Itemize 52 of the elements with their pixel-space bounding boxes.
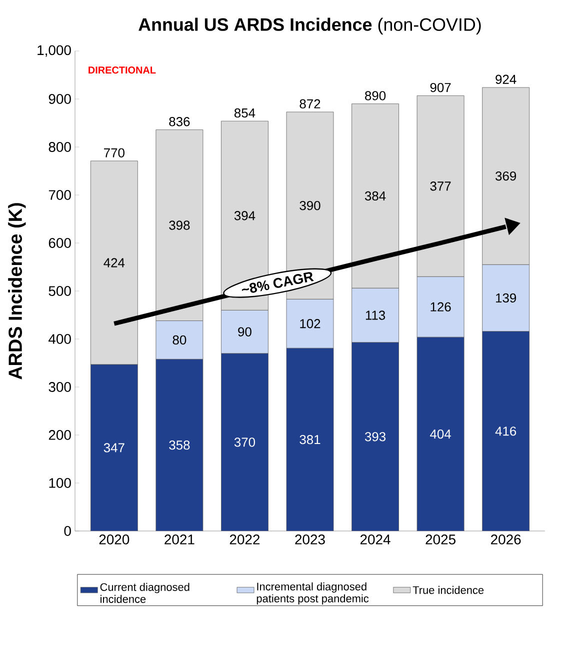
annotation: ~8% CAGR	[242, 272, 314, 293]
y-tick-label: 400	[48, 334, 71, 344]
y-axis-title: ARDS Incidence (K)	[8, 203, 26, 380]
legend-label: True incidence	[412, 586, 484, 594]
data-label: 102	[300, 319, 320, 328]
data-label: 370	[234, 438, 256, 447]
y-tick-label: 600	[48, 238, 71, 248]
x-tick-label: 2020	[99, 534, 130, 544]
y-tick-label: 100	[49, 478, 71, 488]
data-label: 90	[238, 327, 252, 336]
total-label: 770	[104, 148, 124, 158]
x-tick-label: 2021	[164, 534, 194, 544]
data-label: 358	[169, 440, 190, 450]
total-label: 872	[300, 99, 320, 108]
data-label: 384	[364, 191, 386, 201]
y-tick-label: 200	[48, 430, 71, 440]
data-label: 398	[169, 220, 190, 230]
total-label: 907	[430, 82, 451, 92]
chart-title: Annual US ARDS Incidence (non-COVID)	[138, 18, 481, 34]
y-tick-label: 1,000	[38, 45, 71, 57]
data-label: 113	[366, 310, 386, 320]
x-tick-label: 2022	[230, 534, 260, 544]
legend-label: Incremental diagnosed patients post pandemic	[256, 582, 369, 605]
legend-label: Current diagnosed incidence	[100, 582, 190, 603]
data-label: 80	[172, 335, 186, 345]
x-tick-label: 2025	[426, 534, 456, 544]
data-label: 381	[300, 434, 320, 444]
data-label: 126	[430, 302, 451, 312]
y-tick-label: 900	[48, 94, 71, 104]
x-tick-label: 2026	[491, 534, 521, 544]
data-label: 424	[104, 258, 125, 268]
data-label: 347	[104, 443, 124, 452]
data-label: 394	[234, 211, 256, 220]
y-tick-label: 800	[48, 142, 71, 152]
total-label: 836	[169, 117, 190, 126]
data-label: 393	[364, 432, 386, 442]
y-tick-label: 300	[48, 382, 71, 392]
x-tick-label: 2024	[360, 534, 390, 544]
total-label: 924	[496, 74, 516, 84]
x-tick-label: 2023	[295, 534, 325, 544]
annotation: DIRECTIONAL	[88, 66, 156, 74]
data-label: 377	[430, 182, 451, 191]
data-label: 390	[300, 200, 320, 210]
data-label: 139	[496, 293, 516, 303]
total-label: 890	[365, 91, 386, 100]
y-tick-label: 700	[48, 190, 71, 200]
data-label: 404	[430, 429, 451, 439]
total-label: 854	[234, 108, 256, 118]
y-tick-label: 0	[64, 526, 71, 536]
data-label: 416	[495, 426, 516, 436]
data-label: 369	[496, 171, 516, 181]
y-tick-label: 500	[48, 286, 71, 296]
